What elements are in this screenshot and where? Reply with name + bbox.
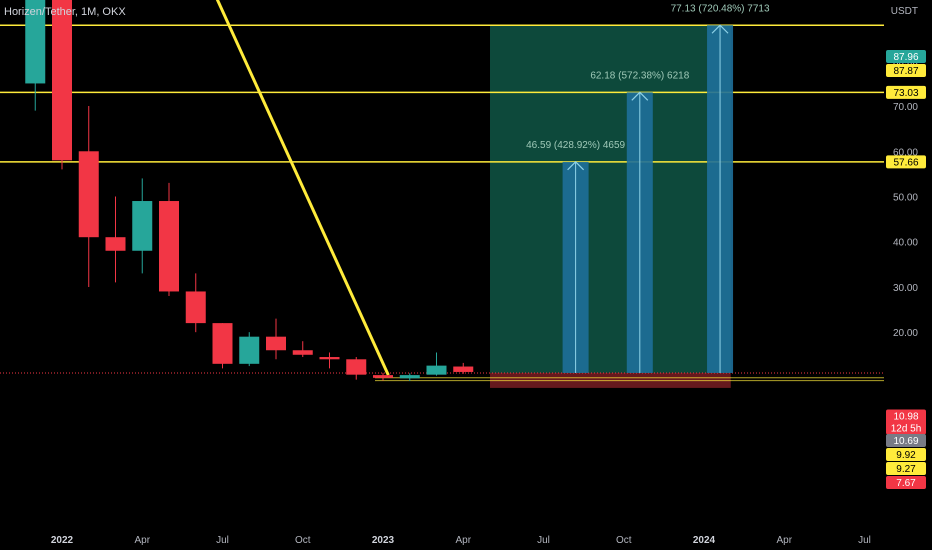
candle-body-12 [346,359,367,375]
target-arrows [562,24,734,373]
price-badge-text-4: 10.98 [893,412,918,423]
position-box [490,25,731,388]
x-tick-label: Oct [295,535,311,546]
candle-body-13 [373,375,393,378]
price-badge-6 [886,448,926,461]
price-badge-7 [886,462,926,475]
candle-body-8 [239,336,260,364]
candle-body-5 [159,201,179,292]
price-badge-1 [886,64,926,77]
x-tick-label: Apr [134,535,150,546]
y-tick-label: 70.00 [893,102,918,113]
downtrend-line [215,0,390,376]
chart-title: Horizen/Tether, 1M, OKX [4,6,126,18]
trendline [215,0,390,376]
price-badge-text-6: 9.92 [896,450,916,461]
candle-body-15 [426,365,447,375]
y-tick-label: 30.00 [893,283,918,294]
x-tick-label: Oct [616,535,632,546]
price-badge-text-1: 87.87 [893,66,918,77]
y-tick-label: 20.00 [893,328,918,339]
candle-body-6 [185,291,206,324]
target-labels: 46.59 (428.92%) 4659 62.18 (572.38%) 6218… [526,3,770,151]
candle-body-7 [212,323,233,364]
y-tick-label: 50.00 [893,193,918,204]
candle-body-4 [132,201,153,251]
candle-body-10 [292,350,313,355]
x-tick-label: 2023 [372,535,395,546]
x-tick-label: Jul [216,535,229,546]
price-badge-3 [886,155,926,169]
price-badge-text-2: 73.03 [893,88,918,99]
price-badge-4 [886,409,926,435]
x-tick-label: 2024 [693,535,716,546]
price-badge-text-7: 9.27 [896,464,916,475]
y-tick-label: 60.00 [893,147,918,158]
candle-body-11 [319,357,340,360]
x-tick-label: Jul [858,535,871,546]
x-tick-label: Jul [537,535,550,546]
axes: 20.0030.0040.0050.0060.0070.0080.00−10.0… [51,57,919,546]
candle-body-0 [25,0,46,84]
price-badge-0 [886,50,926,63]
currency-label: USDT [890,6,918,17]
candle-body-1 [52,0,72,161]
target-label-2: 77.13 (720.48%) 7713 [671,3,770,14]
price-badge-8 [886,476,926,489]
x-tick-label: Apr [455,535,471,546]
target-arrow-head-2 [711,24,729,34]
price-badge-text-5: 10.69 [893,436,918,447]
target-arrow-head-1 [631,91,649,101]
target-arrow-head-0 [567,161,585,171]
price-badge-countdown: 12d 5h [891,424,922,435]
target-label-1: 62.18 (572.38%) 6218 [590,70,689,81]
candle-body-2 [78,151,99,238]
price-badge-text-8: 7.67 [896,478,916,489]
x-tick-label: 2022 [51,535,74,546]
candles [25,0,474,381]
price-badge-text-0: 87.96 [893,52,918,63]
candle-body-16 [453,366,474,372]
candle-body-9 [266,336,286,351]
target-label-0: 46.59 (428.92%) 4659 [526,140,625,151]
price-badge-5 [886,434,926,447]
candle-body-14 [399,375,420,379]
price-badge-text-3: 57.66 [893,157,918,168]
profit-zone [490,25,731,373]
candle-body-3 [105,237,126,251]
y-tick-label: 40.00 [893,238,918,249]
x-tick-label: Apr [776,535,792,546]
price-badge-2 [886,85,926,99]
